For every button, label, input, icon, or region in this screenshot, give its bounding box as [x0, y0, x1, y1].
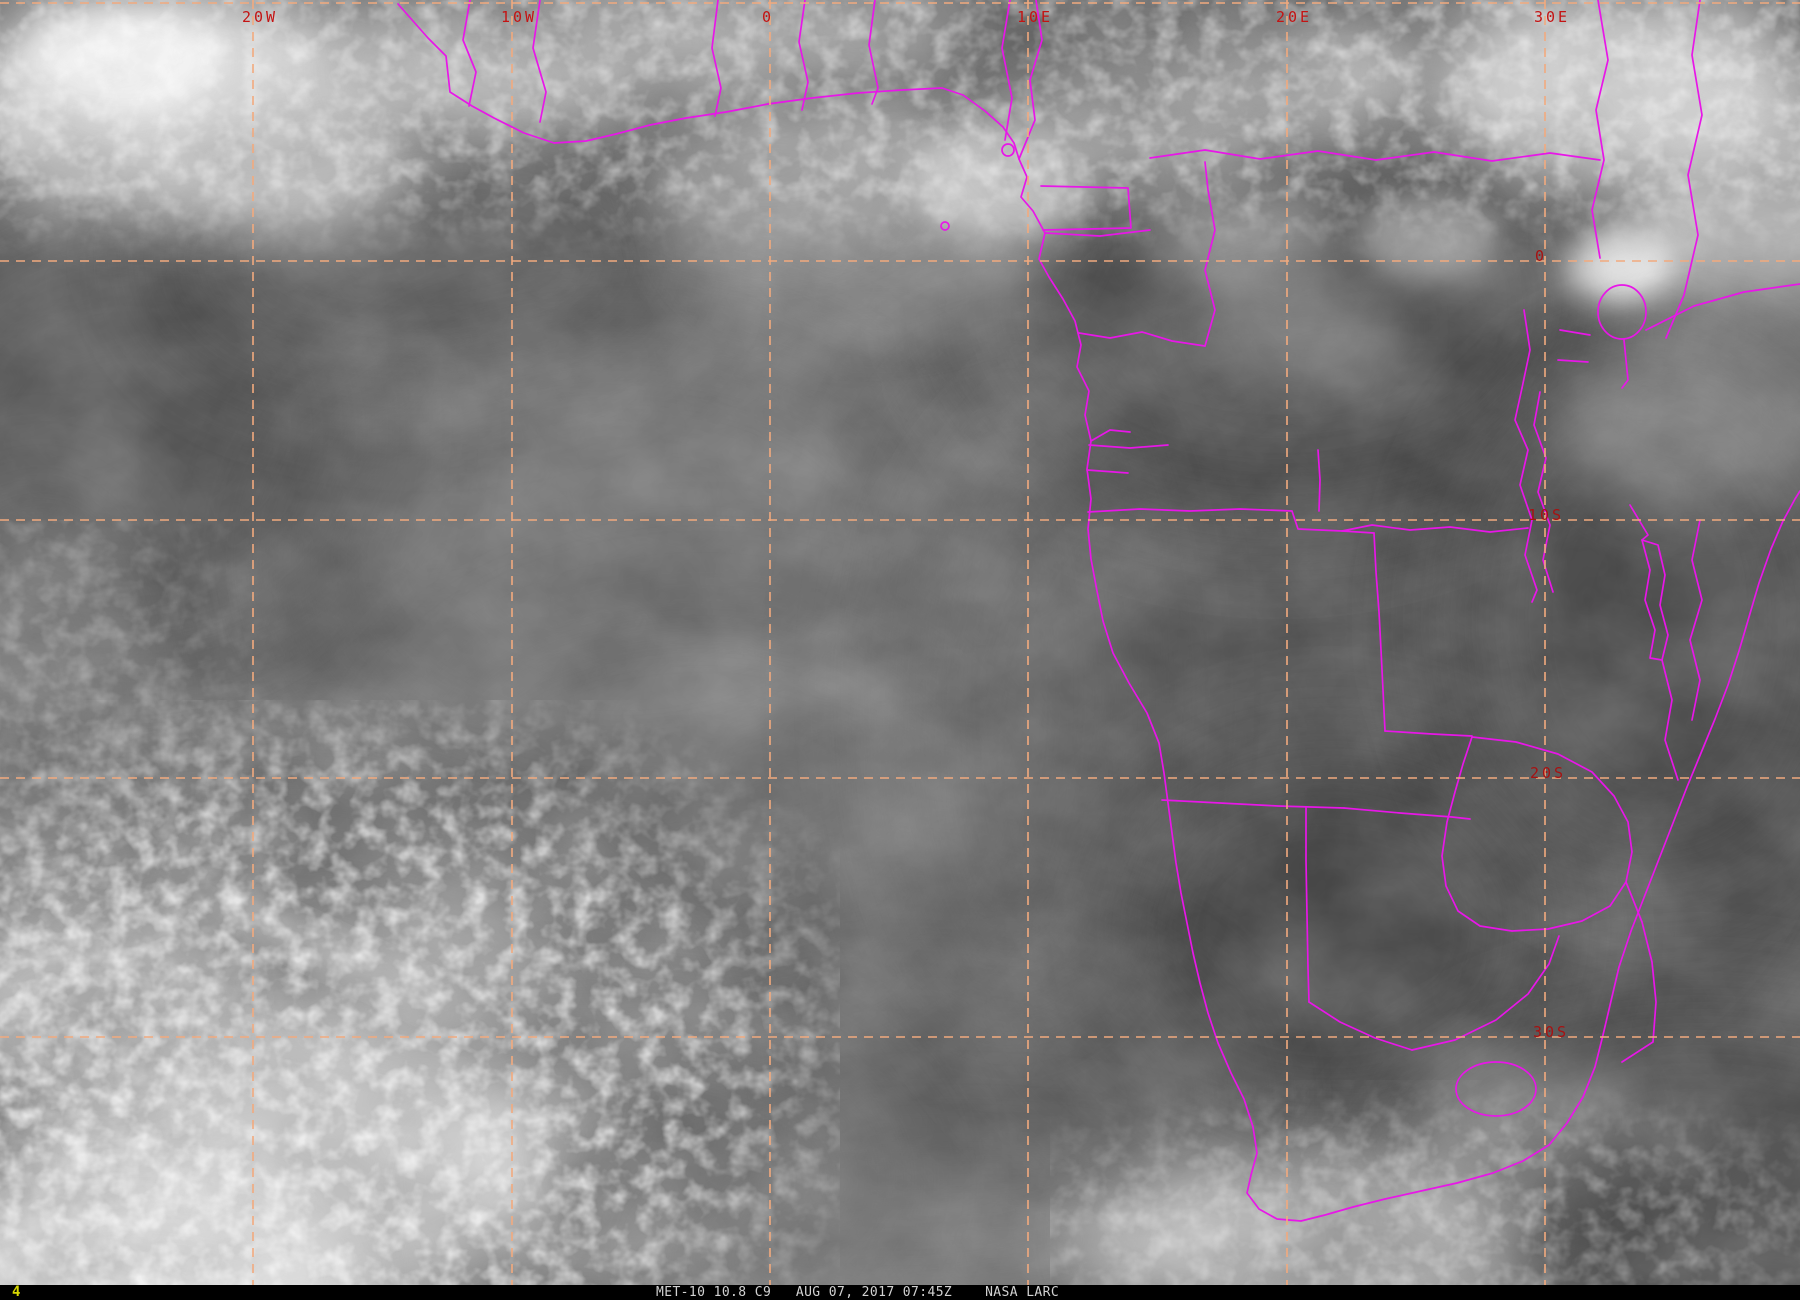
- longitude-label-30e: 30E: [1534, 8, 1571, 26]
- coastline-africa: [397, 3, 1800, 1222]
- country-borders: [397, 0, 1800, 1222]
- latitude-label-0: 0: [1535, 247, 1548, 265]
- channel-indicator: 4: [12, 1284, 21, 1300]
- image-caption: MET-10 10.8 C9 AUG 07, 2017 07:45Z NASA …: [656, 1285, 1060, 1300]
- latitude-label-10s: 10S: [1528, 506, 1565, 524]
- latitude-label-30s: 30S: [1533, 1023, 1570, 1041]
- longitude-label-20e: 20E: [1276, 8, 1313, 26]
- latitude-label-20s: 20S: [1530, 764, 1567, 782]
- status-bar: 4 MET-10 10.8 C9 AUG 07, 2017 07:45Z NAS…: [0, 1285, 1800, 1300]
- longitude-label-0: 0: [762, 8, 775, 26]
- longitude-label-10w: 10W: [501, 8, 538, 26]
- longitude-label-10e: 10E: [1017, 8, 1054, 26]
- longitude-label-20w: 20W: [242, 8, 279, 26]
